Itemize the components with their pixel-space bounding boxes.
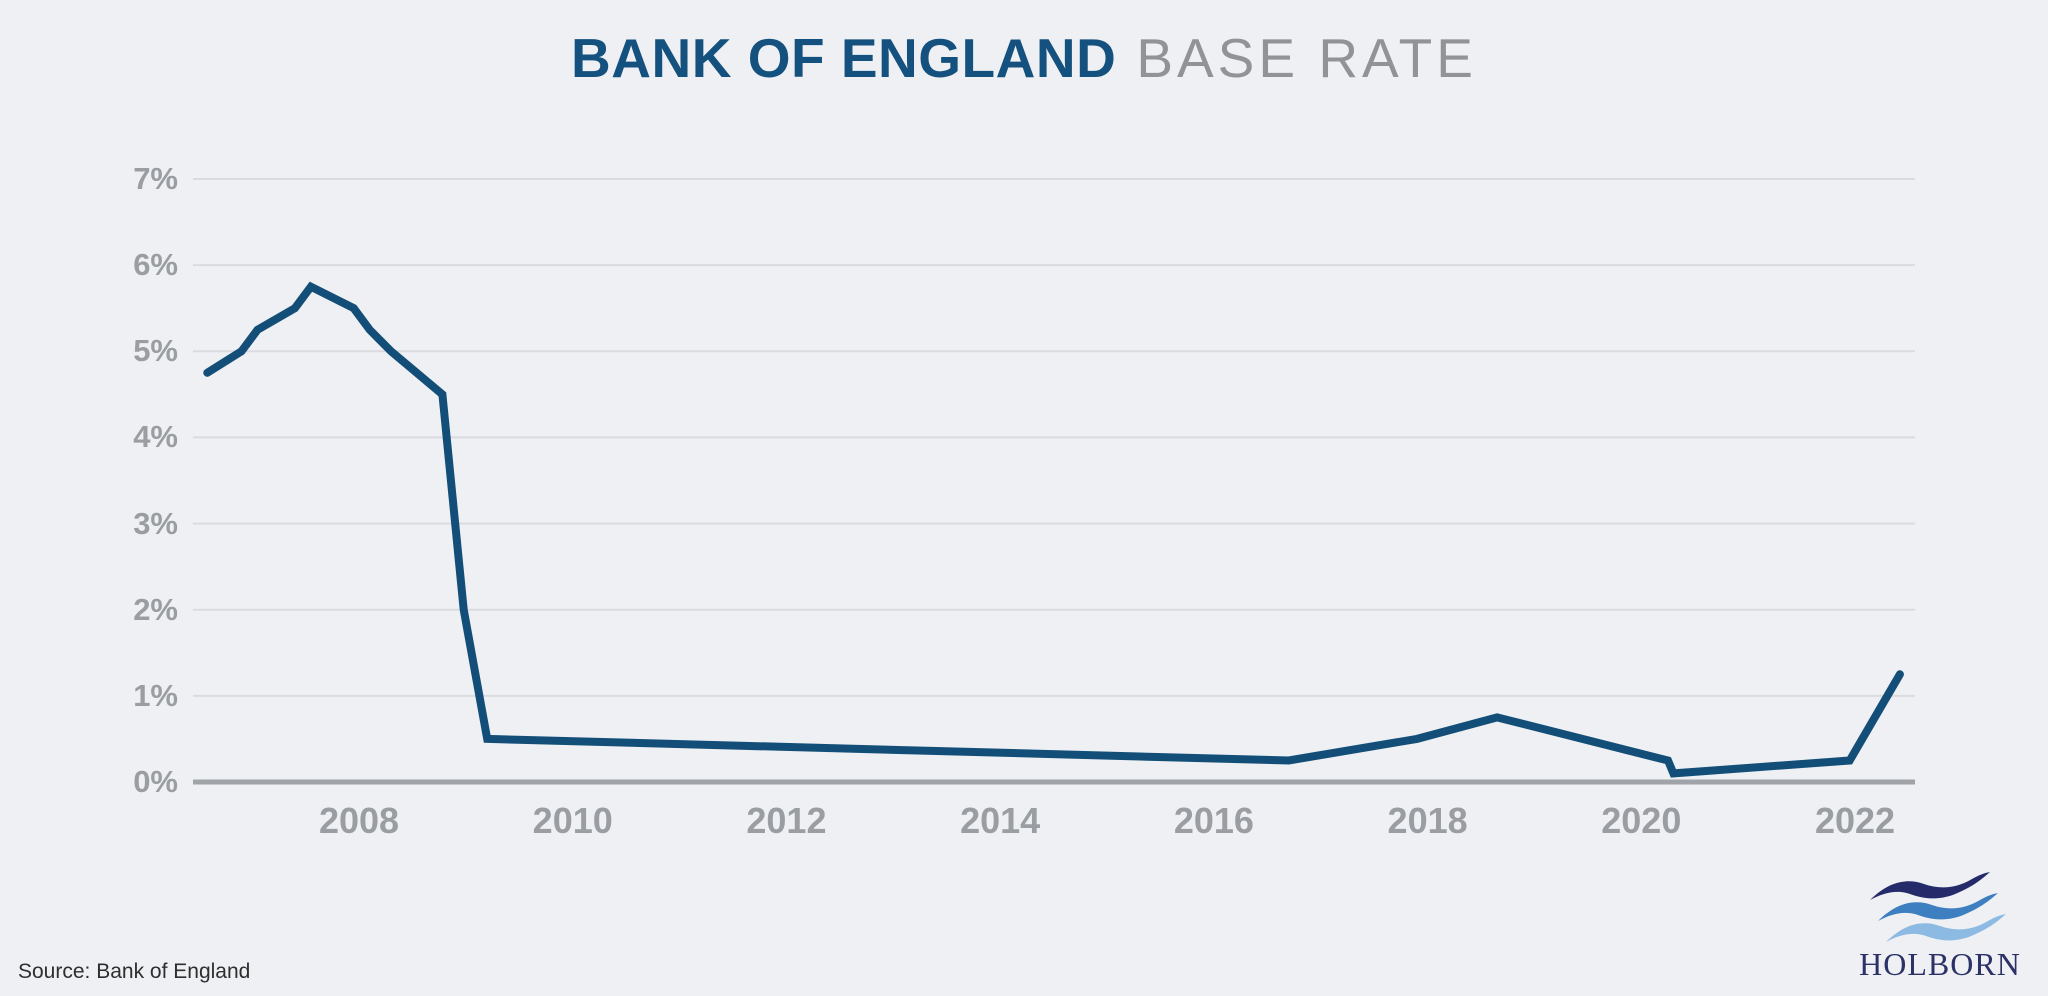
source-note: Source: Bank of England bbox=[18, 960, 251, 983]
x-tick-label-2010: 2010 bbox=[532, 800, 613, 841]
x-tick-label-2020: 2020 bbox=[1601, 800, 1682, 841]
y-tick-label-4%: 4% bbox=[133, 419, 178, 455]
wave-top-icon bbox=[1870, 872, 1990, 900]
y-tick-label-0%: 0% bbox=[133, 764, 178, 799]
holborn-logo: HOLBORN bbox=[1848, 870, 2032, 986]
wave-middle-icon bbox=[1878, 893, 1998, 921]
x-tick-label-2022: 2022 bbox=[1814, 800, 1896, 841]
y-tick-label-5%: 5% bbox=[133, 333, 178, 369]
base-rate-line bbox=[203, 281, 1904, 778]
chart-title-secondary: BASE RATE bbox=[1136, 27, 1477, 89]
y-tick-label-6%: 6% bbox=[133, 247, 178, 283]
chart-title: BANK OF ENGLAND BASE RATE bbox=[0, 26, 2048, 90]
holborn-logo-text: HOLBORN bbox=[1859, 946, 2021, 982]
wave-bottom-icon bbox=[1886, 914, 2006, 942]
chart-title-primary: BANK OF ENGLAND bbox=[571, 27, 1117, 89]
x-tick-label-2012: 2012 bbox=[746, 800, 827, 841]
y-tick-label-3%: 3% bbox=[133, 505, 178, 541]
x-tick-label-2018: 2018 bbox=[1387, 800, 1468, 841]
x-tick-label-2016: 2016 bbox=[1173, 800, 1254, 841]
holborn-waves-icon bbox=[1870, 872, 2006, 942]
x-tick-label-2008: 2008 bbox=[318, 800, 400, 841]
x-tick-label-2014: 2014 bbox=[960, 800, 1041, 841]
y-tick-label-7%: 7% bbox=[133, 161, 178, 196]
y-tick-label-2%: 2% bbox=[133, 591, 178, 627]
y-tick-label-1%: 1% bbox=[133, 677, 178, 713]
